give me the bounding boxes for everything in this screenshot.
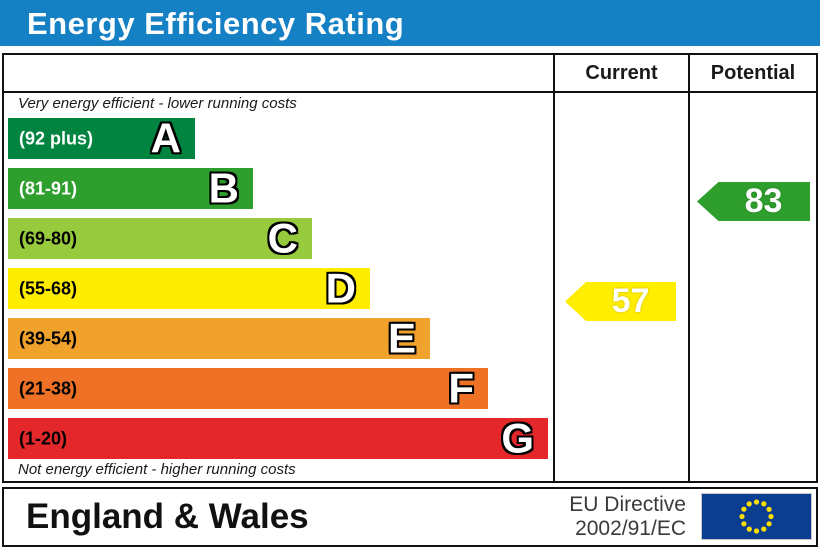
page-title: Energy Efficiency Rating xyxy=(27,6,405,41)
potential-column-header: Potential xyxy=(710,62,796,84)
eu-directive-line2: 2002/91/EC xyxy=(575,517,686,540)
rating-band: (1-20) G xyxy=(8,414,548,462)
eu-directive-label: EU Directive 2002/91/EC xyxy=(569,493,686,541)
band-letter: C xyxy=(267,214,298,262)
rating-band: (21-38) F xyxy=(8,364,488,412)
eu-directive-line1: EU Directive xyxy=(569,493,686,516)
band-range-label: (69-80) xyxy=(19,228,78,248)
rating-band: (81-91) B xyxy=(8,164,253,212)
potential-rating-arrow: 83 xyxy=(697,182,810,221)
current-column-header: Current xyxy=(585,62,658,84)
rating-band: (39-54) E xyxy=(8,314,430,362)
column-divider-current xyxy=(553,55,555,481)
current-rating-arrow: 57 xyxy=(565,282,676,321)
bottom-note: Not energy efficient - higher running co… xyxy=(18,461,296,478)
band-letter: A xyxy=(150,114,181,162)
rating-band: (69-80) C xyxy=(8,214,312,262)
band-letter: B xyxy=(208,164,239,212)
band-range-label: (92 plus) xyxy=(19,128,94,148)
top-note: Very energy efficient - lower running co… xyxy=(18,95,297,112)
footer-bar: England & Wales EU Directive 2002/91/EC xyxy=(2,487,818,547)
rating-band: (92 plus) A xyxy=(8,114,195,162)
column-divider-potential xyxy=(688,55,690,481)
band-letter: D xyxy=(325,264,356,312)
band-range-label: (1-20) xyxy=(19,428,68,448)
title-bar: Energy Efficiency Rating xyxy=(0,0,820,46)
band-range-label: (81-91) xyxy=(19,178,78,198)
current-rating-value: 57 xyxy=(611,282,650,320)
potential-rating-value: 83 xyxy=(744,182,783,220)
band-letter: G xyxy=(501,414,534,462)
rating-band: (55-68) D xyxy=(8,264,370,312)
band-range-label: (21-38) xyxy=(19,378,78,398)
band-letter: E xyxy=(387,314,416,362)
rating-table: Current Potential Very energy efficient … xyxy=(2,53,818,483)
band-letter: F xyxy=(448,364,474,412)
header-divider xyxy=(4,91,816,93)
eu-flag-icon xyxy=(701,493,812,540)
band-range-label: (55-68) xyxy=(19,278,78,298)
region-label: England & Wales xyxy=(26,497,309,536)
band-range-label: (39-54) xyxy=(19,328,78,348)
